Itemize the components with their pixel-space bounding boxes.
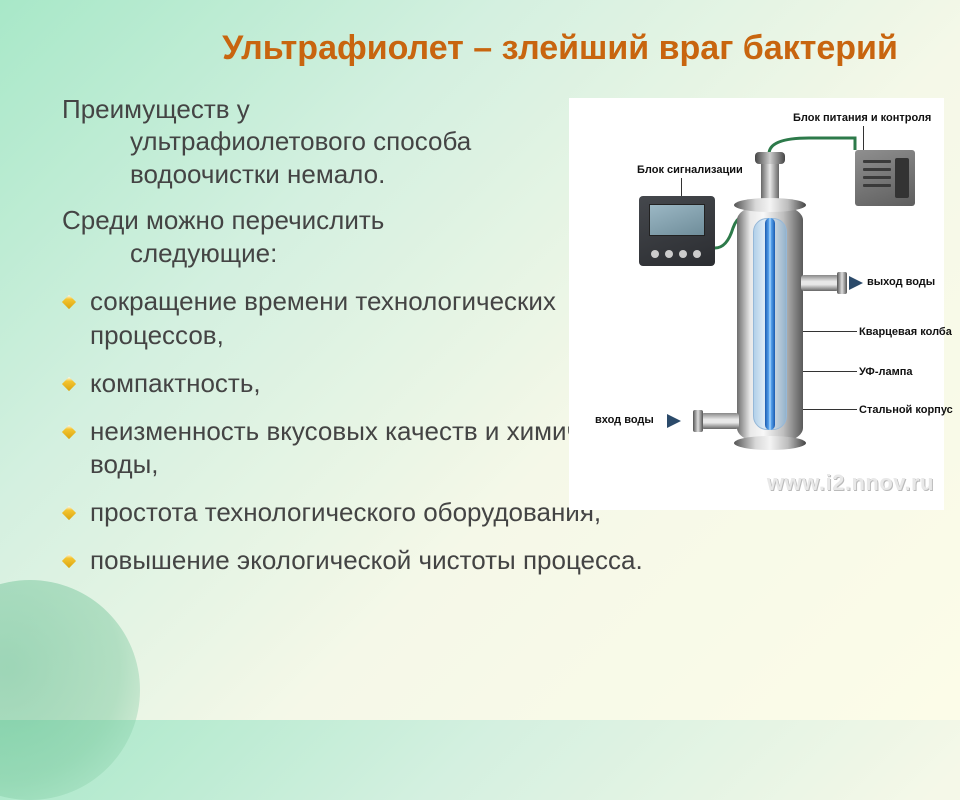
power-supply-unit (855, 150, 915, 206)
water-outlet-port (801, 275, 839, 291)
label-psu: Блок питания и контроля (793, 112, 931, 124)
sublead-paragraph: Среди можно перечислить следующие: (62, 204, 560, 269)
reactor-cap (755, 152, 785, 164)
sublead-line-2: следующие: (62, 237, 560, 270)
label-lamp: УФ-лампа (859, 366, 912, 378)
label-flask: Кварцевая колба (859, 326, 952, 338)
uv-device-diagram: Блок питания и контроля Блок сигнализаци… (569, 98, 944, 510)
water-in-arrow-icon (667, 414, 681, 428)
leader-line (681, 178, 682, 198)
leader-line (801, 409, 857, 410)
image-watermark: www.i2.nnov.ru (767, 470, 934, 496)
text-content: Преимуществ у ультрафиолетового способа … (0, 87, 600, 578)
label-water-out: выход воды (867, 276, 935, 288)
water-out-arrow-icon (849, 276, 863, 290)
bullet-item: повышение экологической чистоты процесса… (62, 544, 782, 578)
uv-lamp (765, 218, 775, 430)
intro-line-2: ультрафиолетового способа (62, 125, 560, 158)
label-housing: Стальной корпус (859, 404, 953, 416)
slide-title: Ультрафиолет – злейший враг бактерий (0, 0, 960, 87)
bullet-item: компактность, (62, 367, 560, 401)
sublead-line-1: Среди можно перечислить (62, 205, 384, 235)
bullet-list: сокращение времени технологических проце… (62, 285, 560, 578)
intro-paragraph: Преимуществ у ультрафиолетового способа … (62, 93, 560, 191)
leader-line (863, 126, 864, 150)
uv-reactor (737, 204, 803, 444)
bullet-item: сокращение времени технологических проце… (62, 285, 560, 353)
label-water-in: вход воды (595, 414, 654, 426)
label-alarm: Блок сигнализации (637, 164, 743, 176)
intro-line-3: водоочистки немало. (62, 158, 560, 191)
water-inlet-port (701, 413, 739, 429)
alarm-unit (639, 196, 715, 266)
decorative-corner (0, 580, 140, 800)
port-cap (837, 272, 847, 294)
intro-line-1: Преимуществ у (62, 94, 250, 124)
port-cap (693, 410, 703, 432)
